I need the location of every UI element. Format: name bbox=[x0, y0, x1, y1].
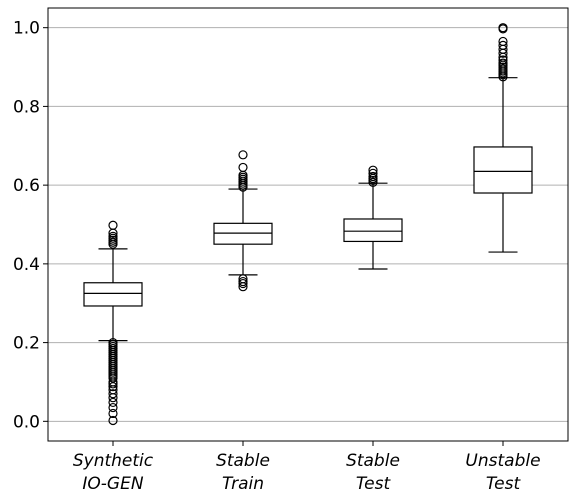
outlier-point bbox=[368, 171, 378, 182]
outlier-point bbox=[368, 165, 378, 175]
x-tick-label: Stable bbox=[346, 451, 400, 471]
x-tick-label: Synthetic bbox=[73, 451, 154, 471]
y-tick-label: 0.8 bbox=[13, 97, 40, 117]
y-tick-label: 0.0 bbox=[13, 412, 40, 432]
outlier-point bbox=[498, 55, 508, 65]
x-tick-label: Test bbox=[356, 474, 392, 494]
outlier-point bbox=[498, 23, 508, 33]
outlier-point bbox=[238, 162, 248, 173]
boxes-layer bbox=[83, 23, 533, 426]
outlier-point bbox=[108, 393, 118, 403]
x-tick-label: Train bbox=[222, 474, 264, 494]
outlier-point bbox=[108, 389, 118, 399]
box-series-2 bbox=[213, 150, 273, 292]
grid-lines bbox=[48, 27, 568, 422]
outlier-point bbox=[108, 379, 118, 389]
y-tick-label: 1.0 bbox=[13, 19, 40, 39]
y-tick-label: 0.4 bbox=[13, 255, 40, 275]
x-tick-label: Stable bbox=[216, 451, 270, 471]
outlier-point bbox=[108, 382, 118, 392]
outlier-point bbox=[498, 40, 508, 50]
outlier-point bbox=[498, 36, 508, 47]
y-axis: 0.0 0.2 0.4 0.6 0.8 1.0 bbox=[13, 19, 48, 432]
outlier-point bbox=[108, 397, 118, 408]
x-tick-label: IO-GEN bbox=[82, 474, 143, 494]
y-tick-label: 0.6 bbox=[13, 176, 40, 196]
outlier-point bbox=[108, 408, 118, 419]
y-tick-label: 0.2 bbox=[13, 334, 40, 354]
outlier-point bbox=[108, 373, 118, 383]
iqr-box bbox=[343, 218, 403, 243]
outlier-point bbox=[368, 168, 378, 178]
outlier-point bbox=[238, 278, 248, 289]
iqr-box bbox=[473, 146, 533, 194]
outlier-point bbox=[498, 58, 508, 68]
outlier-point bbox=[238, 150, 248, 160]
outlier-point bbox=[108, 402, 118, 413]
iqr-box bbox=[83, 282, 143, 307]
outlier-point bbox=[108, 220, 118, 230]
box-series-1 bbox=[83, 220, 143, 426]
plot-frame bbox=[47, 7, 569, 442]
outlier-point bbox=[108, 415, 118, 426]
x-tick-label: Unstable bbox=[465, 451, 540, 471]
outlier-point bbox=[108, 231, 118, 241]
box-series-4 bbox=[473, 23, 533, 253]
box-series-3 bbox=[343, 165, 403, 270]
outlier-point bbox=[238, 282, 248, 292]
x-tick-label: Test bbox=[486, 474, 522, 494]
x-axis: Synthetic IO-GEN Stable Train Stable Test Unst… bbox=[73, 441, 541, 494]
